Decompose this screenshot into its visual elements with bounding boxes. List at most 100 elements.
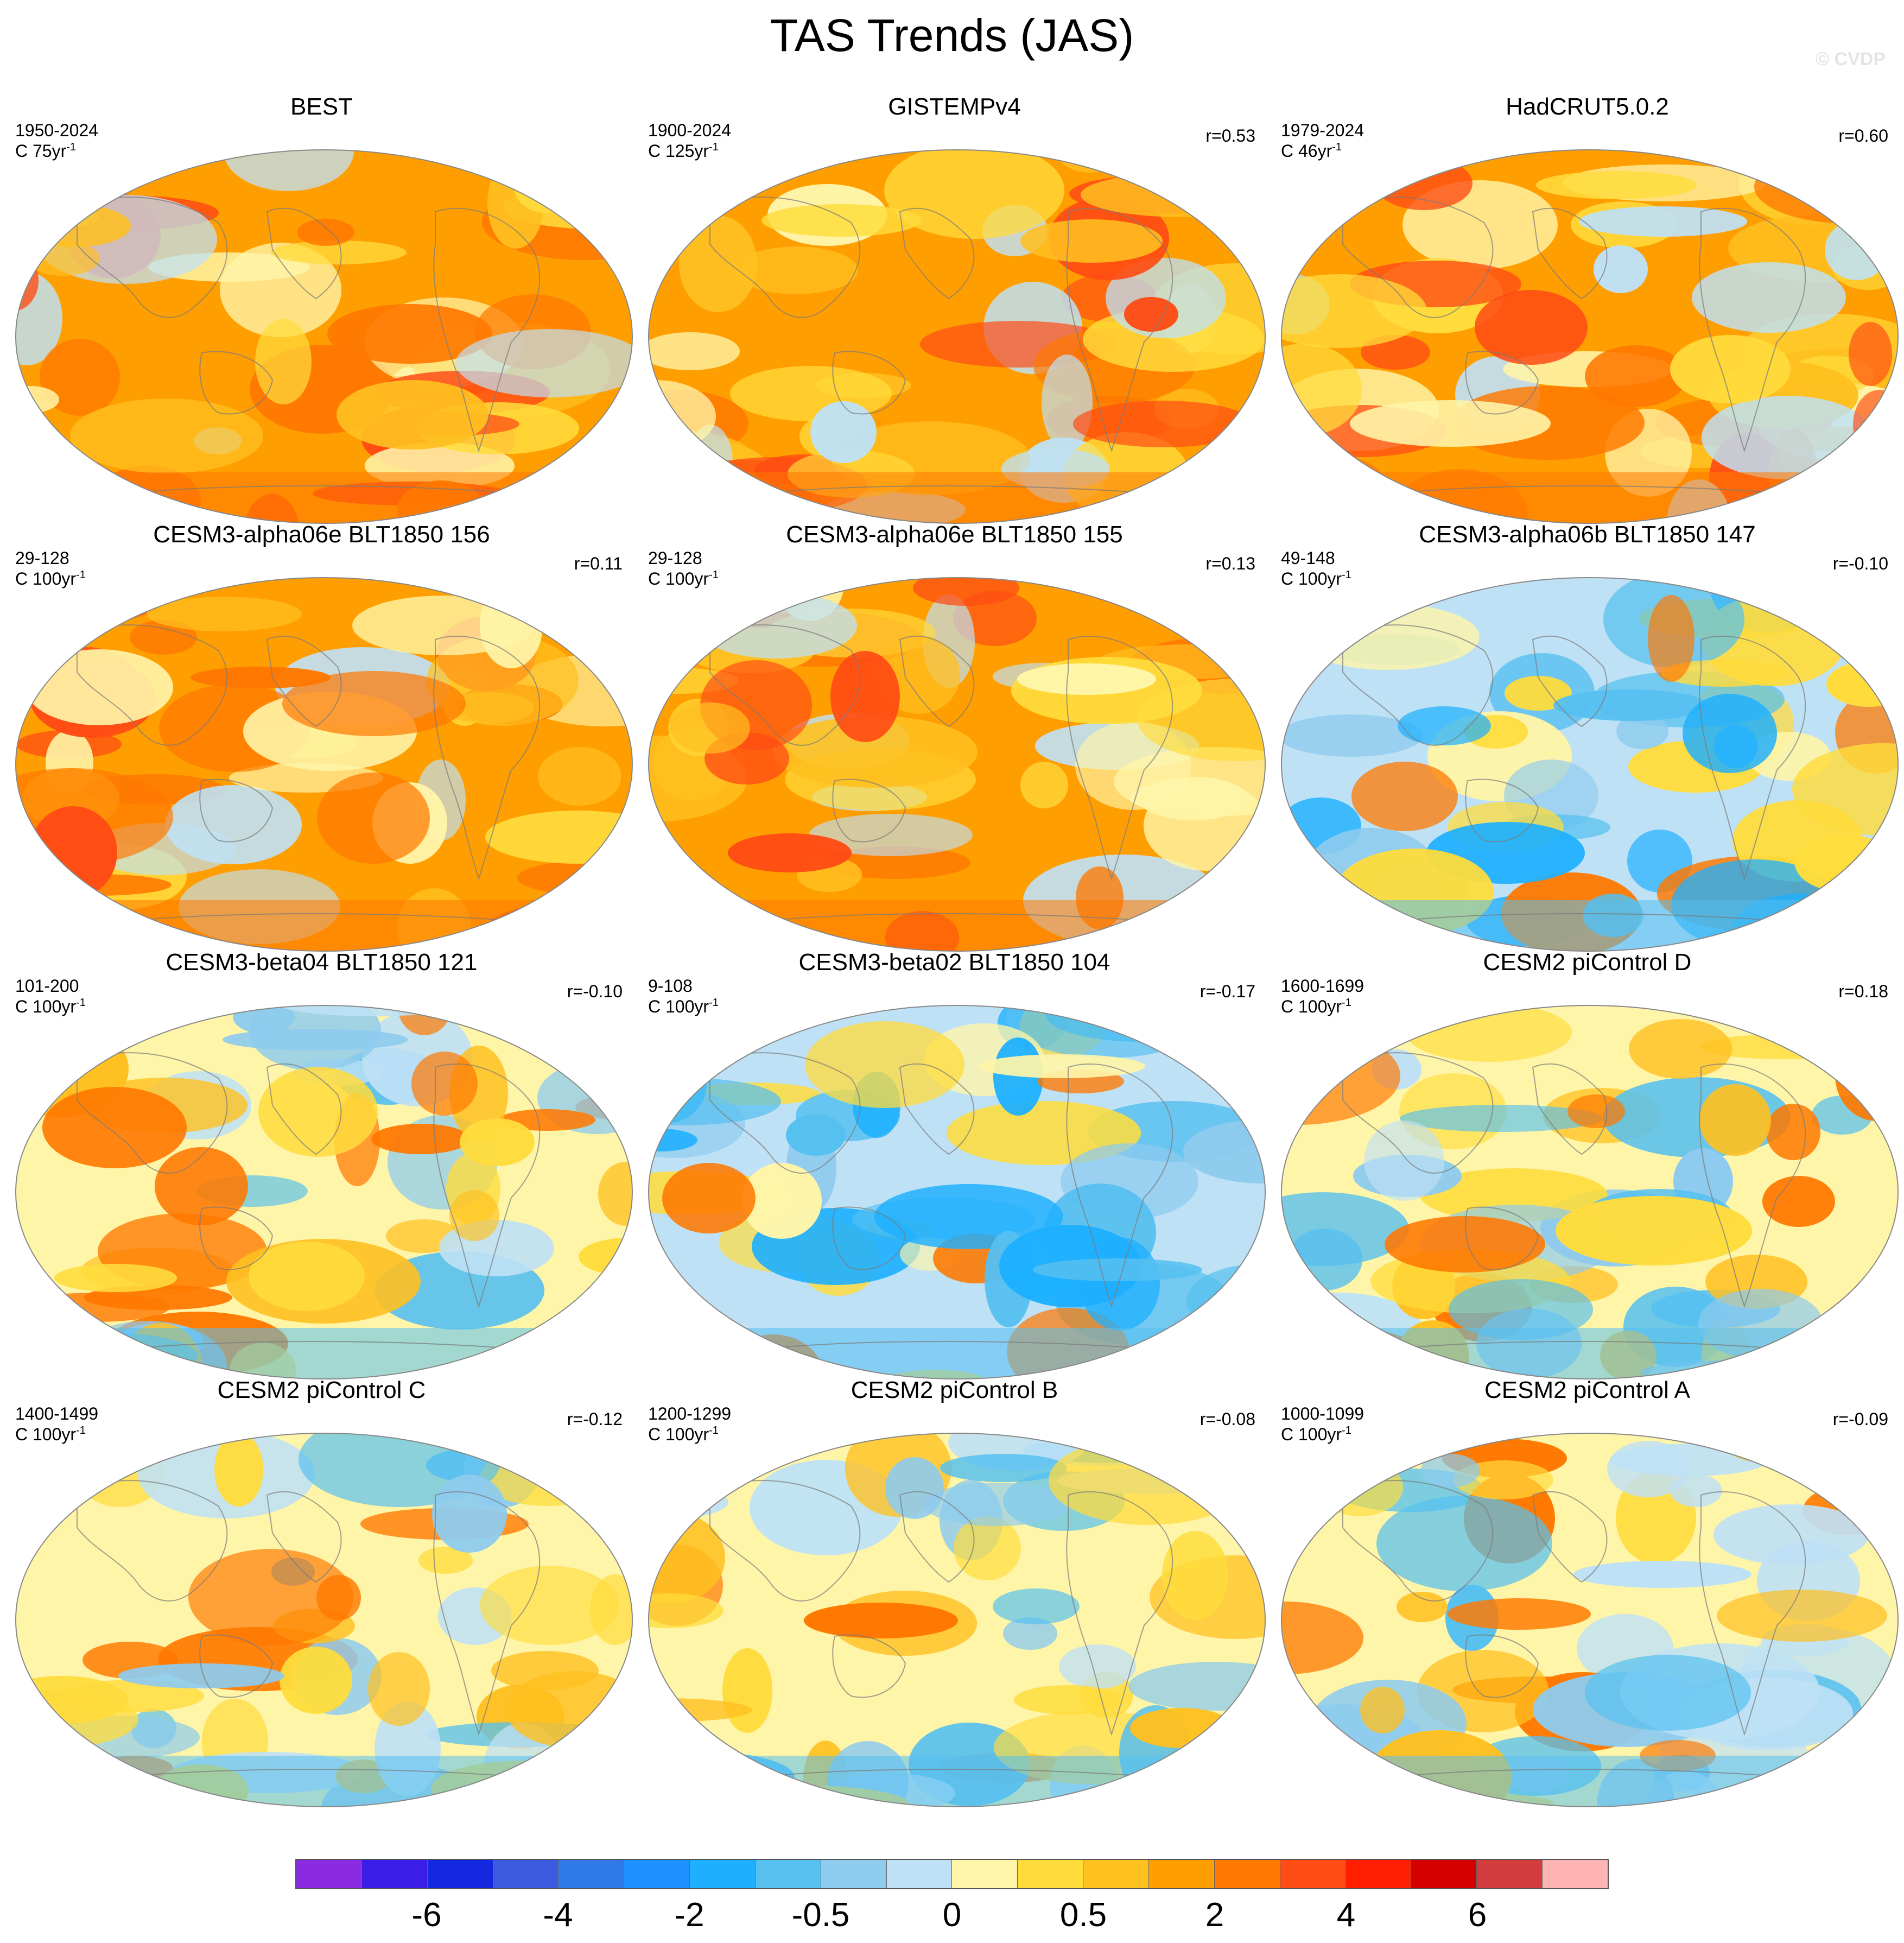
- colorbar-swatch: [1148, 1860, 1215, 1888]
- trend-anomaly-patch: [1448, 1598, 1591, 1630]
- coastline: [1066, 635, 1173, 881]
- coastline: [120, 913, 528, 922]
- colorbar-swatch: [755, 1860, 821, 1888]
- map-outline: [1281, 577, 1899, 952]
- panel-units: C 100yr-1: [15, 997, 86, 1016]
- coastline: [1386, 1769, 1794, 1778]
- trend-anomaly-patch: [1825, 220, 1889, 280]
- panel-year-range: 29-128: [648, 548, 702, 568]
- panel-units: C 125yr-1: [648, 141, 719, 161]
- trend-anomaly-patch: [598, 1162, 632, 1226]
- map-outline: [15, 1433, 633, 1807]
- trend-anomaly-patch: [1553, 689, 1708, 721]
- coastline: [266, 207, 342, 300]
- map-outline: [648, 1433, 1266, 1807]
- panel-units-text: C 100yr: [648, 997, 709, 1016]
- trend-anomaly-patch: [671, 702, 750, 754]
- coastline: [832, 1634, 906, 1698]
- trend-anomaly-patch: [649, 150, 784, 191]
- coastline: [120, 1769, 528, 1778]
- coastline: [832, 351, 906, 415]
- trend-anomaly-patch: [1585, 1655, 1751, 1731]
- trend-anomaly-patch: [728, 833, 852, 872]
- robinson-map: [1281, 577, 1899, 952]
- colorbar-labels: -6 -4 -2 -0.5 0 0.5 2 4 6: [295, 1894, 1609, 1937]
- trend-anomaly-patch: [16, 272, 62, 365]
- map-panel: CESM3-beta04 BLT1850 121 101-200 C 100yr-1…: [4, 949, 639, 1379]
- trend-anomaly-patch: [1699, 1084, 1771, 1156]
- panel-year-range: 1400-1499: [15, 1404, 99, 1423]
- trend-anomaly-patch: [54, 1264, 177, 1292]
- trend-anomaly-patch: [805, 1021, 964, 1108]
- trend-anomaly-patch: [1670, 1474, 1722, 1507]
- southern-ocean-band: [1281, 472, 1898, 523]
- coastline: [753, 913, 1161, 922]
- colorbar-swatch: [821, 1860, 887, 1888]
- trend-anomaly-patch: [1130, 1708, 1234, 1748]
- trend-anomaly-patch: [130, 620, 197, 655]
- colorbar-tick-label: 6: [1468, 1896, 1487, 1934]
- trend-anomaly-patch: [513, 157, 576, 213]
- coastline: [77, 1052, 228, 1174]
- southern-ocean-band: [1281, 900, 1898, 951]
- trend-anomaly-patch: [1014, 1685, 1121, 1714]
- coastline: [433, 1491, 541, 1736]
- coastline: [266, 635, 342, 727]
- panel-correlation: r=0.60: [1838, 126, 1888, 145]
- panel-correlation: r=0.53: [1205, 126, 1255, 145]
- colorbar-tick-label: -4: [543, 1896, 573, 1934]
- map-outline: [648, 1005, 1266, 1379]
- trend-anomaly-patch: [1567, 1094, 1625, 1128]
- trend-anomaly-patch: [1080, 1237, 1160, 1331]
- panel-year-range: 1600-1699: [1281, 976, 1364, 996]
- trend-anomaly-patch: [1350, 400, 1551, 447]
- trend-anomaly-patch: [1579, 206, 1747, 237]
- robinson-map: [1281, 149, 1899, 524]
- trend-anomaly-patch: [42, 1087, 187, 1168]
- colorbar-tick-label: -0.5: [791, 1896, 850, 1934]
- trend-anomaly-patch: [1020, 762, 1068, 808]
- trend-anomaly-patch: [549, 1433, 632, 1485]
- panel-units-text: C 46yr: [1281, 141, 1332, 161]
- trend-anomaly-patch: [694, 478, 765, 512]
- coastline: [1342, 624, 1494, 746]
- coastline: [1066, 1063, 1173, 1308]
- trend-anomaly-patch: [1629, 1019, 1732, 1079]
- colorbar-tick-label: -2: [674, 1896, 705, 1934]
- coastline: [709, 624, 861, 746]
- trend-anomaly-patch: [29, 1005, 166, 1028]
- trend-anomaly-patch: [52, 150, 110, 160]
- panel-title: BEST: [290, 93, 353, 120]
- panel-title: CESM3-beta02 BLT1850 104: [798, 949, 1110, 976]
- coastline: [1532, 635, 1608, 727]
- robinson-map: [1281, 1005, 1899, 1379]
- coastline: [266, 1491, 342, 1583]
- trend-anomaly-patch: [29, 806, 117, 898]
- trend-anomaly-patch: [1059, 1644, 1136, 1689]
- trend-anomaly-patch: [885, 1457, 944, 1519]
- coastline: [433, 635, 541, 881]
- trend-anomaly-patch: [1616, 713, 1668, 749]
- coastline: [1066, 1491, 1173, 1736]
- panel-title: CESM3-alpha06e BLT1850 155: [786, 521, 1123, 548]
- southern-ocean-band: [16, 1756, 632, 1807]
- trend-anomaly-patch: [741, 1163, 822, 1239]
- trend-anomaly-patch: [1003, 1617, 1057, 1650]
- trend-anomaly-patch: [368, 1652, 430, 1726]
- trend-anomaly-patch: [1281, 578, 1405, 632]
- southern-ocean-band: [16, 1328, 632, 1379]
- trend-anomaly-patch: [1317, 1459, 1403, 1516]
- trend-anomaly-patch: [1042, 355, 1093, 450]
- map-panel: BEST 1950-2024 C 75yr-1: [4, 93, 639, 524]
- panel-year-range: 9-108: [648, 976, 693, 996]
- trend-anomaly-patch: [804, 1603, 958, 1638]
- map-outline: [15, 577, 633, 952]
- trend-anomaly-patch: [772, 716, 978, 788]
- colorbar-tick-label: -6: [411, 1896, 442, 1934]
- colorbar-swatch: [493, 1860, 559, 1888]
- trend-anomaly-patch: [1573, 1561, 1751, 1588]
- coastline: [1699, 635, 1806, 881]
- trend-anomaly-patch: [70, 398, 263, 473]
- colorbar-swatch: [1346, 1860, 1412, 1888]
- panel-units-exponent: -1: [709, 569, 719, 581]
